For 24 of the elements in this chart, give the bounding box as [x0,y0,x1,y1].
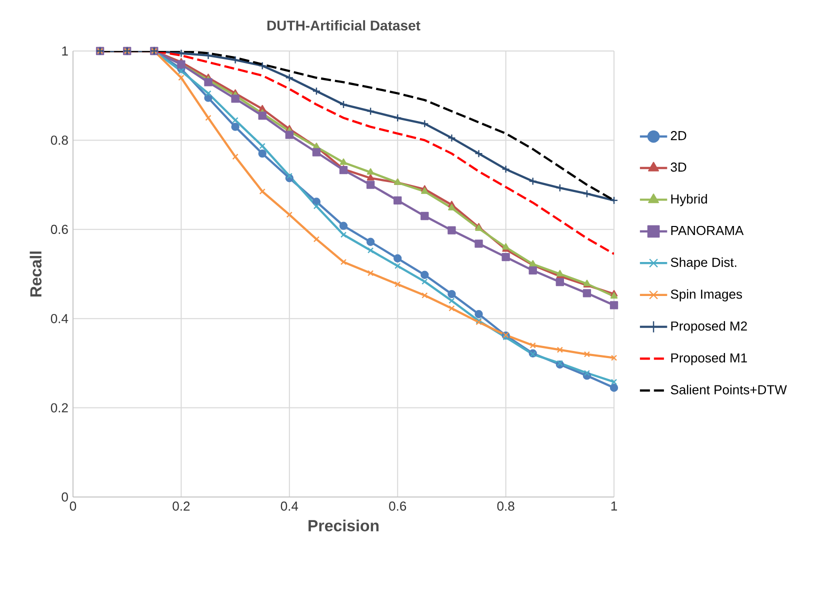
x-tick-label: 0 [70,502,76,511]
legend-label: 2D [670,131,686,140]
legend-label: Shape Dist. [670,257,736,270]
legend-label: PANORAMA [671,226,744,236]
x-tick-label: 0.2 [172,502,190,511]
x-tick-label: 0.6 [389,502,406,511]
y-tick-label: 0.6 [50,224,68,234]
x-tick-label: 1 [611,502,617,510]
x-tick-label: 0.8 [497,502,514,511]
chart-title: DUTH-Artificial Dataset [267,20,420,30]
x-axis-title: Precision [308,520,379,532]
legend-label: 3D [670,162,686,172]
y-tick-label: 0.8 [50,136,68,145]
x-tick-label: 0.4 [280,502,298,511]
legend-label: Hybrid [671,194,707,206]
legend-label: Proposed M2 [671,321,747,334]
y-tick-label: 1 [62,46,68,56]
y-tick-label: 0.4 [50,314,68,324]
legend-label: Spin Images [670,289,742,302]
y-tick-label: 0 [62,492,68,502]
y-axis-title: Recall [30,252,42,296]
y-tick-label: 0.2 [50,403,68,412]
legend-label: Proposed M1 [671,352,747,366]
legend-label: Salient Points+DTW [670,384,787,394]
